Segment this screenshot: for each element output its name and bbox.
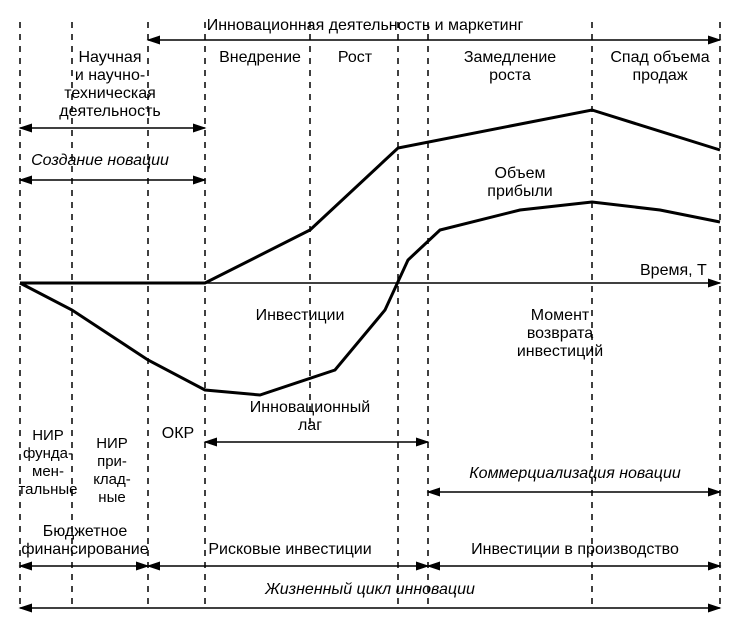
commercialization-label: Коммерциализация новации xyxy=(469,465,681,482)
nir-prikl-0: НИР xyxy=(96,435,128,452)
lifecycle-label: Жизненный цикл инновации xyxy=(264,581,475,598)
mid-label-7: лаг xyxy=(298,417,322,434)
mid-label-5: инвестиций xyxy=(517,343,603,360)
nir-fund-1: фунда- xyxy=(23,445,73,462)
phase-label-0-3: деятельность xyxy=(59,103,160,120)
time-axis-label: Время, T xyxy=(640,262,707,279)
nir-fund-2: мен- xyxy=(32,463,64,480)
mid-label-6: Инновационный xyxy=(250,399,370,416)
phase-label-4-0: Спад объема xyxy=(610,49,709,66)
budget-label-1: финансирование xyxy=(21,541,148,558)
nir-prikl-3: ные xyxy=(98,489,125,506)
investment-return-curve xyxy=(20,202,720,395)
phase-label-0-0: Научная xyxy=(78,49,141,66)
phase-label-3-1: роста xyxy=(489,67,531,84)
production-investment-label: Инвестиции в производство xyxy=(471,541,679,558)
nir-fund-3: тальные xyxy=(18,481,77,498)
mid-label-2: Инвестиции xyxy=(256,307,345,324)
budget-label-0: Бюджетное xyxy=(43,523,128,540)
profit-volume-curve xyxy=(20,110,720,283)
phase-label-0-2: техническая xyxy=(64,85,156,102)
innovation-lifecycle-diagram: Время, T Инновационная деятельность и мар… xyxy=(0,0,733,639)
phase-label-4-1: продаж xyxy=(632,67,687,84)
phase-label-3-0: Замедление xyxy=(464,49,556,66)
mid-label-3: Момент xyxy=(531,307,590,324)
nir-prikl-2: клад- xyxy=(93,471,131,488)
phase-label-2-0: Рост xyxy=(338,49,373,66)
nir-prikl-1: при- xyxy=(97,453,127,470)
creation-novation-label: Создание новации xyxy=(31,152,169,169)
mid-label-4: возврата xyxy=(527,325,593,342)
phase-label-0-1: и научно- xyxy=(75,67,145,84)
okr-label: ОКР xyxy=(162,425,194,442)
mid-label-0: Объем xyxy=(495,165,546,182)
risk-investment-label: Рисковые инвестиции xyxy=(208,541,371,558)
nir-fund-0: НИР xyxy=(32,427,64,444)
mid-label-1: прибыли xyxy=(487,183,552,200)
innovation-marketing-label: Инновационная деятельность и маркетинг xyxy=(207,17,524,34)
phase-label-1-0: Внедрение xyxy=(219,49,301,66)
